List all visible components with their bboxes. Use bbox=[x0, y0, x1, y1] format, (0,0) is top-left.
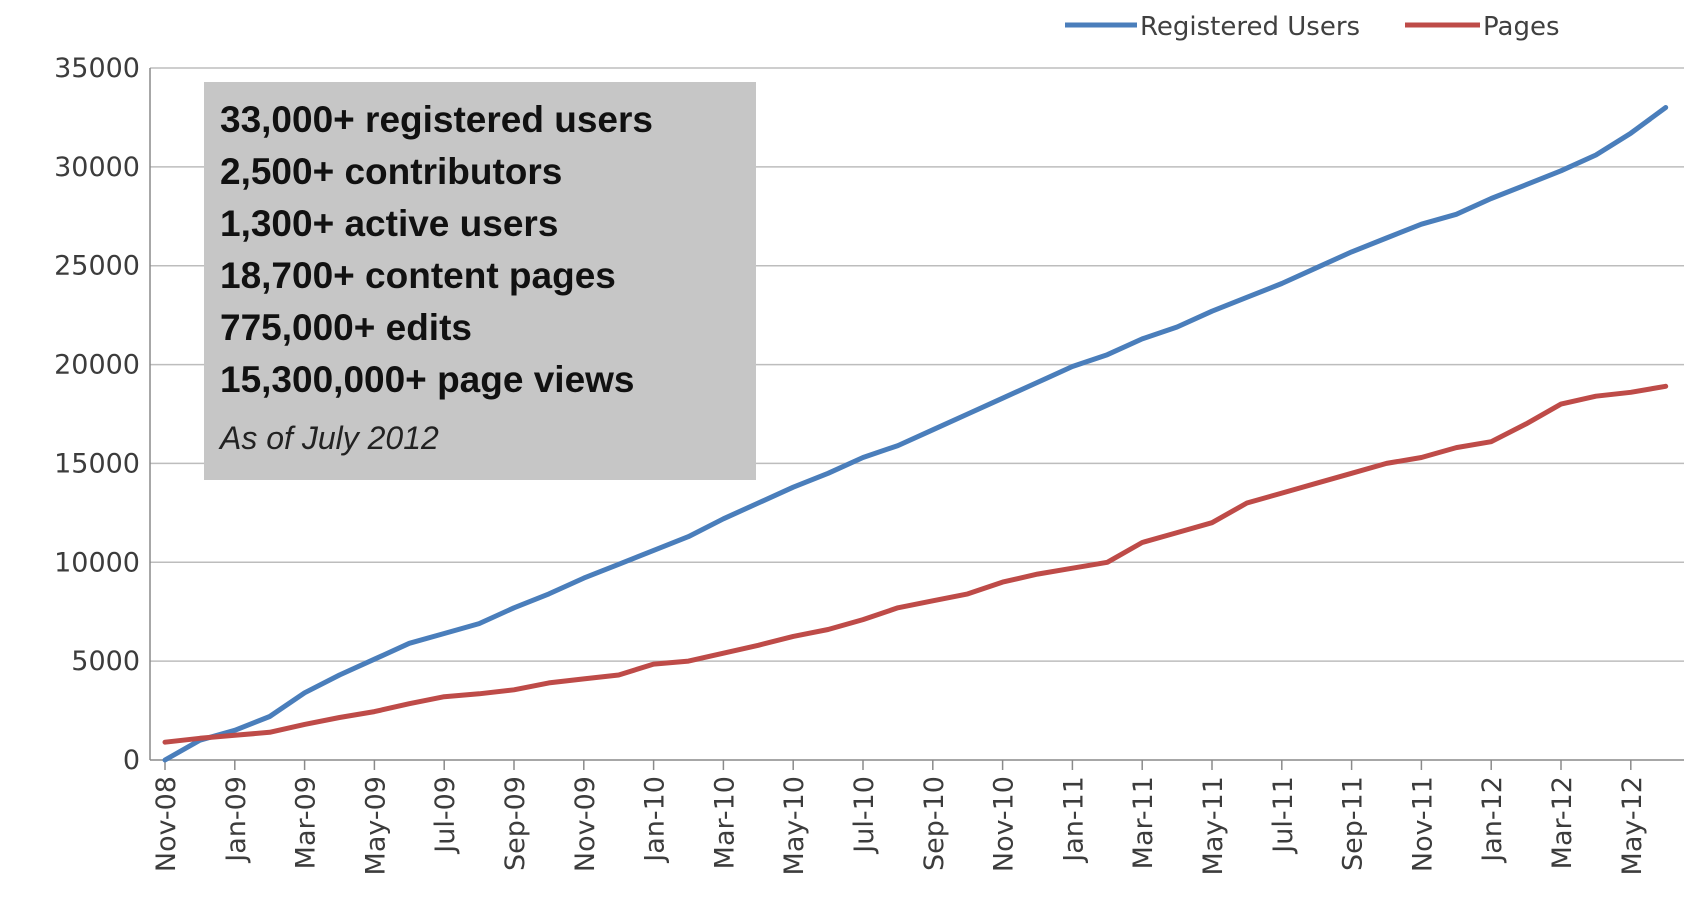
x-tick-label-Nov-10: Nov-10 bbox=[989, 776, 1020, 872]
x-tick-label-Nov-09: Nov-09 bbox=[570, 776, 601, 872]
x-tick-label-Sep-09: Sep-09 bbox=[500, 776, 531, 871]
x-tick-label-Mar-12: Mar-12 bbox=[1547, 776, 1578, 869]
x-tick-label-Nov-11: Nov-11 bbox=[1407, 776, 1438, 872]
x-tick-label-Jan-12: Jan-12 bbox=[1477, 776, 1508, 864]
stat-registered-users: 33,000+ registered users bbox=[220, 99, 653, 140]
y-tick-label-10000: 10000 bbox=[54, 547, 140, 578]
x-tick-label-Jan-10: Jan-10 bbox=[640, 776, 671, 864]
stats-annotation-box: 33,000+ registered users 2,500+ contribu… bbox=[204, 82, 756, 480]
y-tick-label-30000: 30000 bbox=[54, 152, 140, 183]
y-tick-label-0: 0 bbox=[123, 745, 140, 776]
x-tick-label-Mar-10: Mar-10 bbox=[709, 776, 740, 869]
series-lines bbox=[162, 105, 1669, 763]
x-tick-label-May-09: May-09 bbox=[360, 776, 391, 875]
x-tick-label-May-10: May-10 bbox=[779, 776, 810, 875]
x-tick-label-Jan-11: Jan-11 bbox=[1058, 776, 1089, 864]
x-tick-label-Sep-10: Sep-10 bbox=[919, 776, 950, 871]
y-tick-label-20000: 20000 bbox=[54, 350, 140, 381]
stats-date-note: As of July 2012 bbox=[220, 420, 439, 456]
legend: Registered Users Pages bbox=[1065, 12, 1560, 42]
x-tick-label-Mar-09: Mar-09 bbox=[291, 776, 322, 869]
stat-page-views: 15,300,000+ page views bbox=[220, 359, 635, 400]
stat-content-pages: 18,700+ content pages bbox=[220, 255, 616, 296]
axes: 0 5000 10000 15000 20000 25000 30000 35000 Nov-0… bbox=[54, 53, 1684, 875]
x-tick-label-May-11: May-11 bbox=[1198, 776, 1229, 875]
x-tick-label-Nov-08: Nov-08 bbox=[151, 776, 182, 872]
y-tick-label-35000: 35000 bbox=[54, 53, 140, 84]
y-tick-label-5000: 5000 bbox=[71, 646, 140, 677]
series-line-pages bbox=[162, 383, 1669, 745]
stat-contributors: 2,500+ contributors bbox=[220, 151, 563, 192]
stat-active-users: 1,300+ active users bbox=[220, 203, 559, 244]
series-line-registered-users bbox=[162, 105, 1669, 763]
legend-label-pages: Pages bbox=[1483, 12, 1560, 42]
y-tick-label-25000: 25000 bbox=[54, 251, 140, 282]
x-tick-label-Jul-10: Jul-10 bbox=[849, 776, 880, 855]
x-tick-label-May-12: May-12 bbox=[1617, 776, 1648, 875]
x-tick-label-Jan-09: Jan-09 bbox=[221, 776, 252, 864]
x-tick-label-Mar-11: Mar-11 bbox=[1128, 776, 1159, 869]
stat-edits: 775,000+ edits bbox=[220, 307, 472, 348]
x-tick-label-Sep-11: Sep-11 bbox=[1338, 776, 1369, 871]
legend-label-registered-users: Registered Users bbox=[1140, 12, 1360, 42]
y-tick-label-15000: 15000 bbox=[54, 448, 140, 479]
x-tick-label-Jul-09: Jul-09 bbox=[430, 776, 461, 855]
x-tick-label-Jul-11: Jul-11 bbox=[1268, 776, 1299, 855]
